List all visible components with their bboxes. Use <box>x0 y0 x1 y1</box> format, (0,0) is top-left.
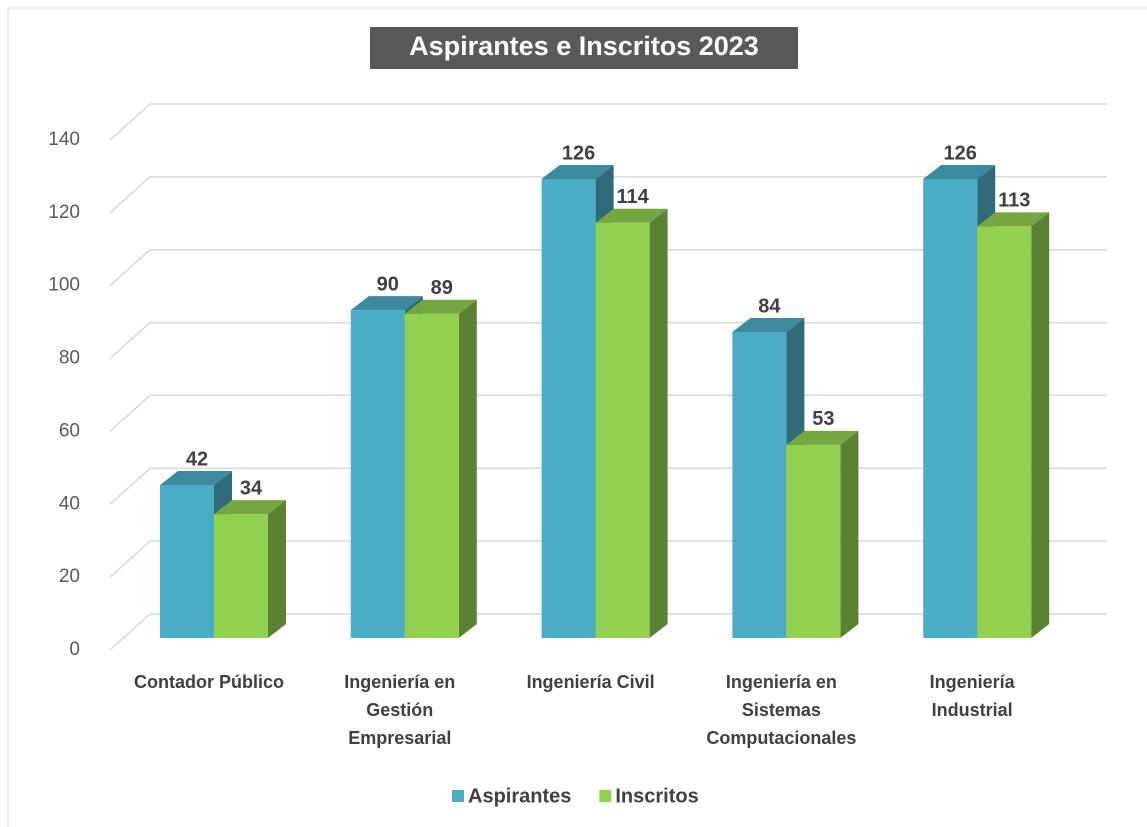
x-tick-label: Ingeniería Industrial <box>929 672 1015 720</box>
y-tick-label: 120 <box>48 202 80 223</box>
x-tick-label: Contador Público <box>134 672 284 692</box>
x-tick-label: Ingeniería en Sistemas Computacionales <box>706 672 857 748</box>
y-tick-label: 140 <box>48 129 80 150</box>
bar-top <box>595 208 668 223</box>
bar <box>786 444 841 638</box>
bar-top <box>404 299 477 314</box>
x-tick-label: Ingeniería en Gestión Empresarial <box>344 672 456 748</box>
bar-top <box>350 296 423 311</box>
bar <box>732 332 787 638</box>
y-tick-label: 20 <box>59 566 80 587</box>
data-label: 126 <box>944 142 977 164</box>
bar-top <box>160 471 232 485</box>
bar-top <box>977 212 1050 227</box>
bar-top <box>541 165 614 179</box>
data-label: 114 <box>616 186 649 208</box>
y-tick-label: 60 <box>59 420 80 441</box>
legend-swatch <box>599 790 612 802</box>
bar <box>541 179 596 638</box>
grid-line <box>109 176 1107 214</box>
y-tick-label: 80 <box>59 348 80 369</box>
data-label: 126 <box>562 142 595 164</box>
title-box <box>370 27 798 69</box>
data-label: 53 <box>812 408 834 430</box>
y-tick-label: 0 <box>69 639 80 660</box>
bar <box>977 226 1032 638</box>
data-label: 90 <box>377 273 399 295</box>
data-label: 84 <box>758 295 781 317</box>
bar-side <box>840 430 859 638</box>
legend-label: Aspirantes <box>468 785 571 807</box>
grid-line <box>109 103 1107 141</box>
data-label: 89 <box>431 277 453 299</box>
bar-top <box>923 165 996 179</box>
bar-side <box>268 500 286 638</box>
bar-top <box>214 500 286 515</box>
data-label: 113 <box>998 190 1030 212</box>
legend-label: Inscritos <box>615 785 698 807</box>
bar-side <box>649 208 668 638</box>
bar <box>923 179 978 638</box>
bar <box>160 485 214 638</box>
chart-title: Aspirantes e Inscritos 2023 <box>409 31 759 61</box>
bar <box>595 222 650 638</box>
data-label: 34 <box>240 477 263 499</box>
bar-top <box>732 318 805 332</box>
legend-swatch <box>452 790 464 802</box>
bar-side <box>458 299 477 638</box>
bar <box>404 313 459 638</box>
bar <box>214 514 268 638</box>
bar <box>350 310 405 638</box>
grid-line <box>109 248 1107 287</box>
data-label: 42 <box>186 448 208 470</box>
y-tick-label: 100 <box>48 275 80 296</box>
bar-top <box>786 430 859 445</box>
y-tick-label: 40 <box>59 493 80 514</box>
x-tick-label: Ingeniería Civil <box>526 672 655 692</box>
bar-side <box>1031 212 1050 638</box>
